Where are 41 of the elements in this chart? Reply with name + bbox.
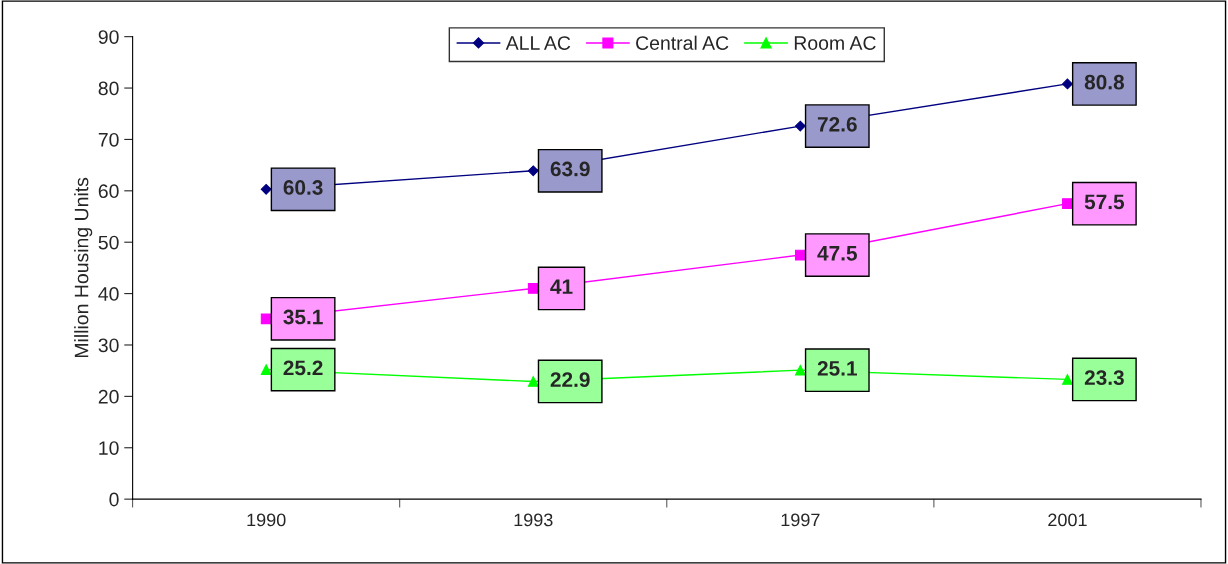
y-tick-label: 10 (99, 441, 119, 455)
legend-label: Room AC (794, 36, 876, 50)
y-axis-title: Million Housing Units (74, 177, 93, 358)
y-tick-label: 60 (98, 184, 119, 199)
point (260, 364, 272, 376)
point (1062, 78, 1073, 90)
legend-label: Central AC (636, 35, 729, 50)
x-tick-label: 1993 (514, 513, 553, 527)
data-label: 60.3 (283, 180, 323, 195)
point (1062, 374, 1073, 385)
data-label: 47.5 (817, 246, 857, 261)
point (527, 165, 539, 177)
y-tick-label: 0 (109, 492, 119, 507)
data-label: 22.9 (550, 372, 590, 388)
y-tick-label: 30 (98, 338, 119, 353)
point (260, 313, 272, 325)
point (794, 120, 806, 132)
y-tick-label: 80 (98, 81, 119, 96)
point (527, 376, 539, 387)
y-tick-label: 90 (98, 30, 119, 44)
x-tick-label: 2001 (1048, 513, 1087, 527)
data-label: 63.9 (550, 161, 590, 177)
x-tick-label: 1990 (247, 513, 286, 527)
x-tick-label: 1997 (781, 513, 820, 527)
y-tick-label: 40 (98, 287, 119, 301)
y-tick-label: 20 (98, 389, 119, 404)
data-label: 72.6 (817, 116, 857, 132)
legend-label: ALL AC (505, 36, 571, 50)
y-tick-label: 50 (98, 235, 119, 250)
data-label: 35.1 (283, 309, 323, 325)
data-label: 41 (550, 279, 573, 294)
data-label: 25.1 (817, 361, 857, 376)
data-label: 23.3 (1084, 370, 1124, 386)
y-tick-label: 70 (98, 132, 119, 147)
point (527, 283, 539, 294)
point (794, 364, 806, 376)
data-label: 25.2 (283, 360, 323, 376)
point (260, 183, 272, 195)
data-label: 57.5 (1084, 194, 1125, 210)
data-label: 80.8 (1084, 74, 1125, 90)
point (1062, 198, 1073, 210)
